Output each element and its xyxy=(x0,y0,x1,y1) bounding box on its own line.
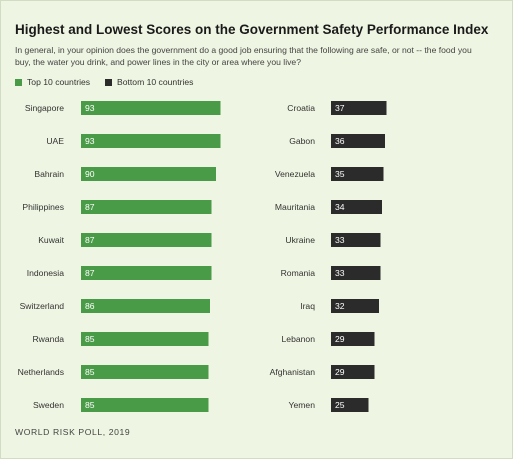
bar-top xyxy=(81,365,209,379)
data-label-bottom: 35 xyxy=(335,169,345,179)
data-label-top: 93 xyxy=(85,103,95,113)
data-label-top: 86 xyxy=(85,301,95,311)
category-label-top: UAE xyxy=(46,136,64,146)
data-label-bottom: 34 xyxy=(335,202,345,212)
category-label-bottom: Ukraine xyxy=(285,235,315,245)
category-label-bottom: Afghanistan xyxy=(270,367,316,377)
bar-top xyxy=(81,134,221,148)
data-label-bottom: 25 xyxy=(335,400,345,410)
source-note: WORLD RISK POLL, 2019 xyxy=(15,427,131,437)
data-label-bottom: 33 xyxy=(335,235,345,245)
bar-bottom xyxy=(331,398,369,412)
category-label-bottom: Venezuela xyxy=(275,169,315,179)
legend-label-bottom: Bottom 10 countries xyxy=(117,77,194,87)
legend-swatch-top xyxy=(15,78,22,86)
bar-bottom xyxy=(331,365,375,379)
category-label-top: Singapore xyxy=(25,103,64,113)
category-label-top: Philippines xyxy=(22,202,64,212)
bar-top xyxy=(81,167,216,181)
category-label-top: Rwanda xyxy=(32,334,64,344)
category-label-top: Indonesia xyxy=(27,268,64,278)
bar-bottom xyxy=(331,299,379,313)
category-label-top: Bahrain xyxy=(34,169,64,179)
category-label-top: Kuwait xyxy=(38,235,64,245)
bar-top xyxy=(81,398,209,412)
data-label-top: 87 xyxy=(85,202,95,212)
bar-top xyxy=(81,233,212,247)
data-label-top: 87 xyxy=(85,235,95,245)
data-label-bottom: 32 xyxy=(335,301,345,311)
chart-subtitle: In general, in your opinion does the gov… xyxy=(15,45,472,67)
legend-label-top: Top 10 countries xyxy=(27,77,91,87)
category-label-top: Sweden xyxy=(33,400,64,410)
category-label-bottom: Yemen xyxy=(289,400,316,410)
category-label-top: Switzerland xyxy=(20,301,65,311)
category-label-bottom: Mauritania xyxy=(275,202,315,212)
bar-top xyxy=(81,299,210,313)
data-label-top: 87 xyxy=(85,268,95,278)
bar-top xyxy=(81,101,221,115)
legend-swatch-bottom xyxy=(105,78,112,86)
category-label-bottom: Romania xyxy=(281,268,316,278)
data-label-top: 85 xyxy=(85,367,95,377)
category-label-bottom: Iraq xyxy=(300,301,315,311)
data-label-bottom: 33 xyxy=(335,268,345,278)
chart-title: Highest and Lowest Scores on the Governm… xyxy=(15,22,489,37)
data-label-bottom: 29 xyxy=(335,367,345,377)
bar-top xyxy=(81,332,209,346)
bar-bottom xyxy=(331,332,375,346)
bar-bottom xyxy=(331,167,384,181)
data-label-bottom: 36 xyxy=(335,136,345,146)
data-label-top: 90 xyxy=(85,169,95,179)
data-label-top: 85 xyxy=(85,400,95,410)
category-label-top: Netherlands xyxy=(18,367,64,377)
bar-bottom xyxy=(331,134,385,148)
bar-bottom xyxy=(331,101,387,115)
category-label-bottom: Gabon xyxy=(289,136,315,146)
bar-top xyxy=(81,200,212,214)
legend-item-top: Top 10 countries xyxy=(15,77,90,87)
data-label-top: 85 xyxy=(85,334,95,344)
bar-top xyxy=(81,266,212,280)
category-label-bottom: Lebanon xyxy=(282,334,316,344)
data-label-bottom: 37 xyxy=(335,103,345,113)
legend-item-bottom: Bottom 10 countries xyxy=(105,77,193,87)
bar-bottom xyxy=(331,266,381,280)
data-label-top: 93 xyxy=(85,136,95,146)
category-label-bottom: Croatia xyxy=(287,103,315,113)
bar-bottom xyxy=(331,233,381,247)
data-label-bottom: 29 xyxy=(335,334,345,344)
bar-bottom xyxy=(331,200,382,214)
